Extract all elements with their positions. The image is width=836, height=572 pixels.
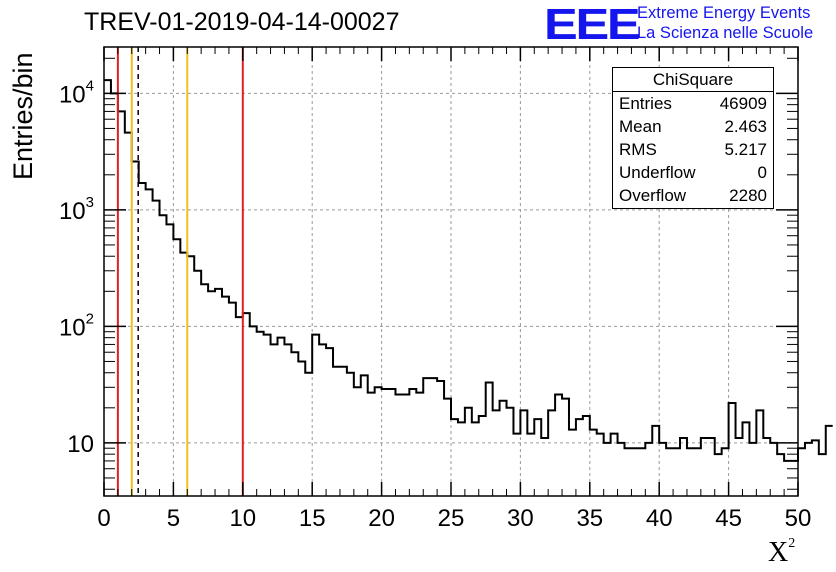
x-tick-label: 25: [438, 505, 465, 532]
x-tick-label: 30: [507, 505, 534, 532]
stats-label: Underflow: [619, 163, 696, 182]
stats-label: RMS: [619, 140, 657, 159]
stats-row: Underflow 0: [613, 161, 773, 184]
logo-caption-line1: Extreme Energy Events: [637, 4, 811, 22]
y-tick-label-exp: 4: [86, 77, 94, 94]
stats-value: 0: [757, 163, 767, 182]
y-tick-label: 10: [67, 431, 94, 458]
stats-box: ChiSquare Entries 46909 Mean 2.463 RMS 5…: [612, 67, 774, 209]
y-tick-label-base: 10: [59, 314, 86, 341]
logo-caption-line2: La Scienza nelle Scuole: [637, 24, 814, 42]
stats-row: Overflow 2280: [613, 184, 773, 207]
stats-title: ChiSquare: [613, 68, 773, 92]
y-tick-label-exp: 2: [86, 310, 94, 327]
logo-caption: Extreme Energy Events La Scienza nelle S…: [637, 3, 813, 43]
x-tick-label: 5: [167, 505, 180, 532]
stats-value: 2.463: [724, 117, 767, 136]
stats-value: 5.217: [724, 140, 767, 159]
x-tick-label: 20: [368, 505, 395, 532]
y-axis-label: Entries/bin: [8, 52, 38, 180]
y-tick-label: 104: [59, 77, 94, 108]
x-tick-label: 45: [715, 505, 742, 532]
x-tick-label: 0: [97, 505, 110, 532]
y-tick-label-exp: 3: [86, 194, 94, 211]
y-tick-label-base: 10: [59, 198, 86, 225]
chart-title: TREV-01-2019-04-14-00027: [84, 8, 400, 36]
stats-label: Overflow: [619, 186, 687, 205]
x-axis-label: X2: [768, 536, 795, 569]
x-tick-label: 10: [229, 505, 256, 532]
x-axis-label-base: X: [768, 537, 789, 568]
y-tick-label: 102: [59, 310, 94, 341]
x-tick-label: 40: [646, 505, 673, 532]
eee-logo: EEE: [544, 0, 641, 49]
x-tick-label: 15: [299, 505, 326, 532]
y-tick-label: 103: [59, 194, 94, 225]
y-tick-label-base: 10: [67, 431, 94, 458]
histogram-series: [104, 79, 833, 462]
stats-value: 46909: [719, 94, 767, 113]
stats-value: 2280: [729, 186, 767, 205]
x-tick-label: 35: [576, 505, 603, 532]
marker-lines: [116, 47, 244, 496]
stats-row: Mean 2.463: [613, 115, 773, 138]
x-tick-label: 50: [785, 505, 812, 532]
stats-row: RMS 5.217: [613, 138, 773, 161]
stats-label: Mean: [619, 117, 662, 136]
stats-label: Entries: [619, 94, 672, 113]
axis-ticks: [103, 47, 799, 496]
stats-row: Entries 46909: [613, 92, 773, 115]
x-axis-label-sup: 2: [788, 536, 796, 551]
y-tick-label-base: 10: [59, 81, 86, 108]
